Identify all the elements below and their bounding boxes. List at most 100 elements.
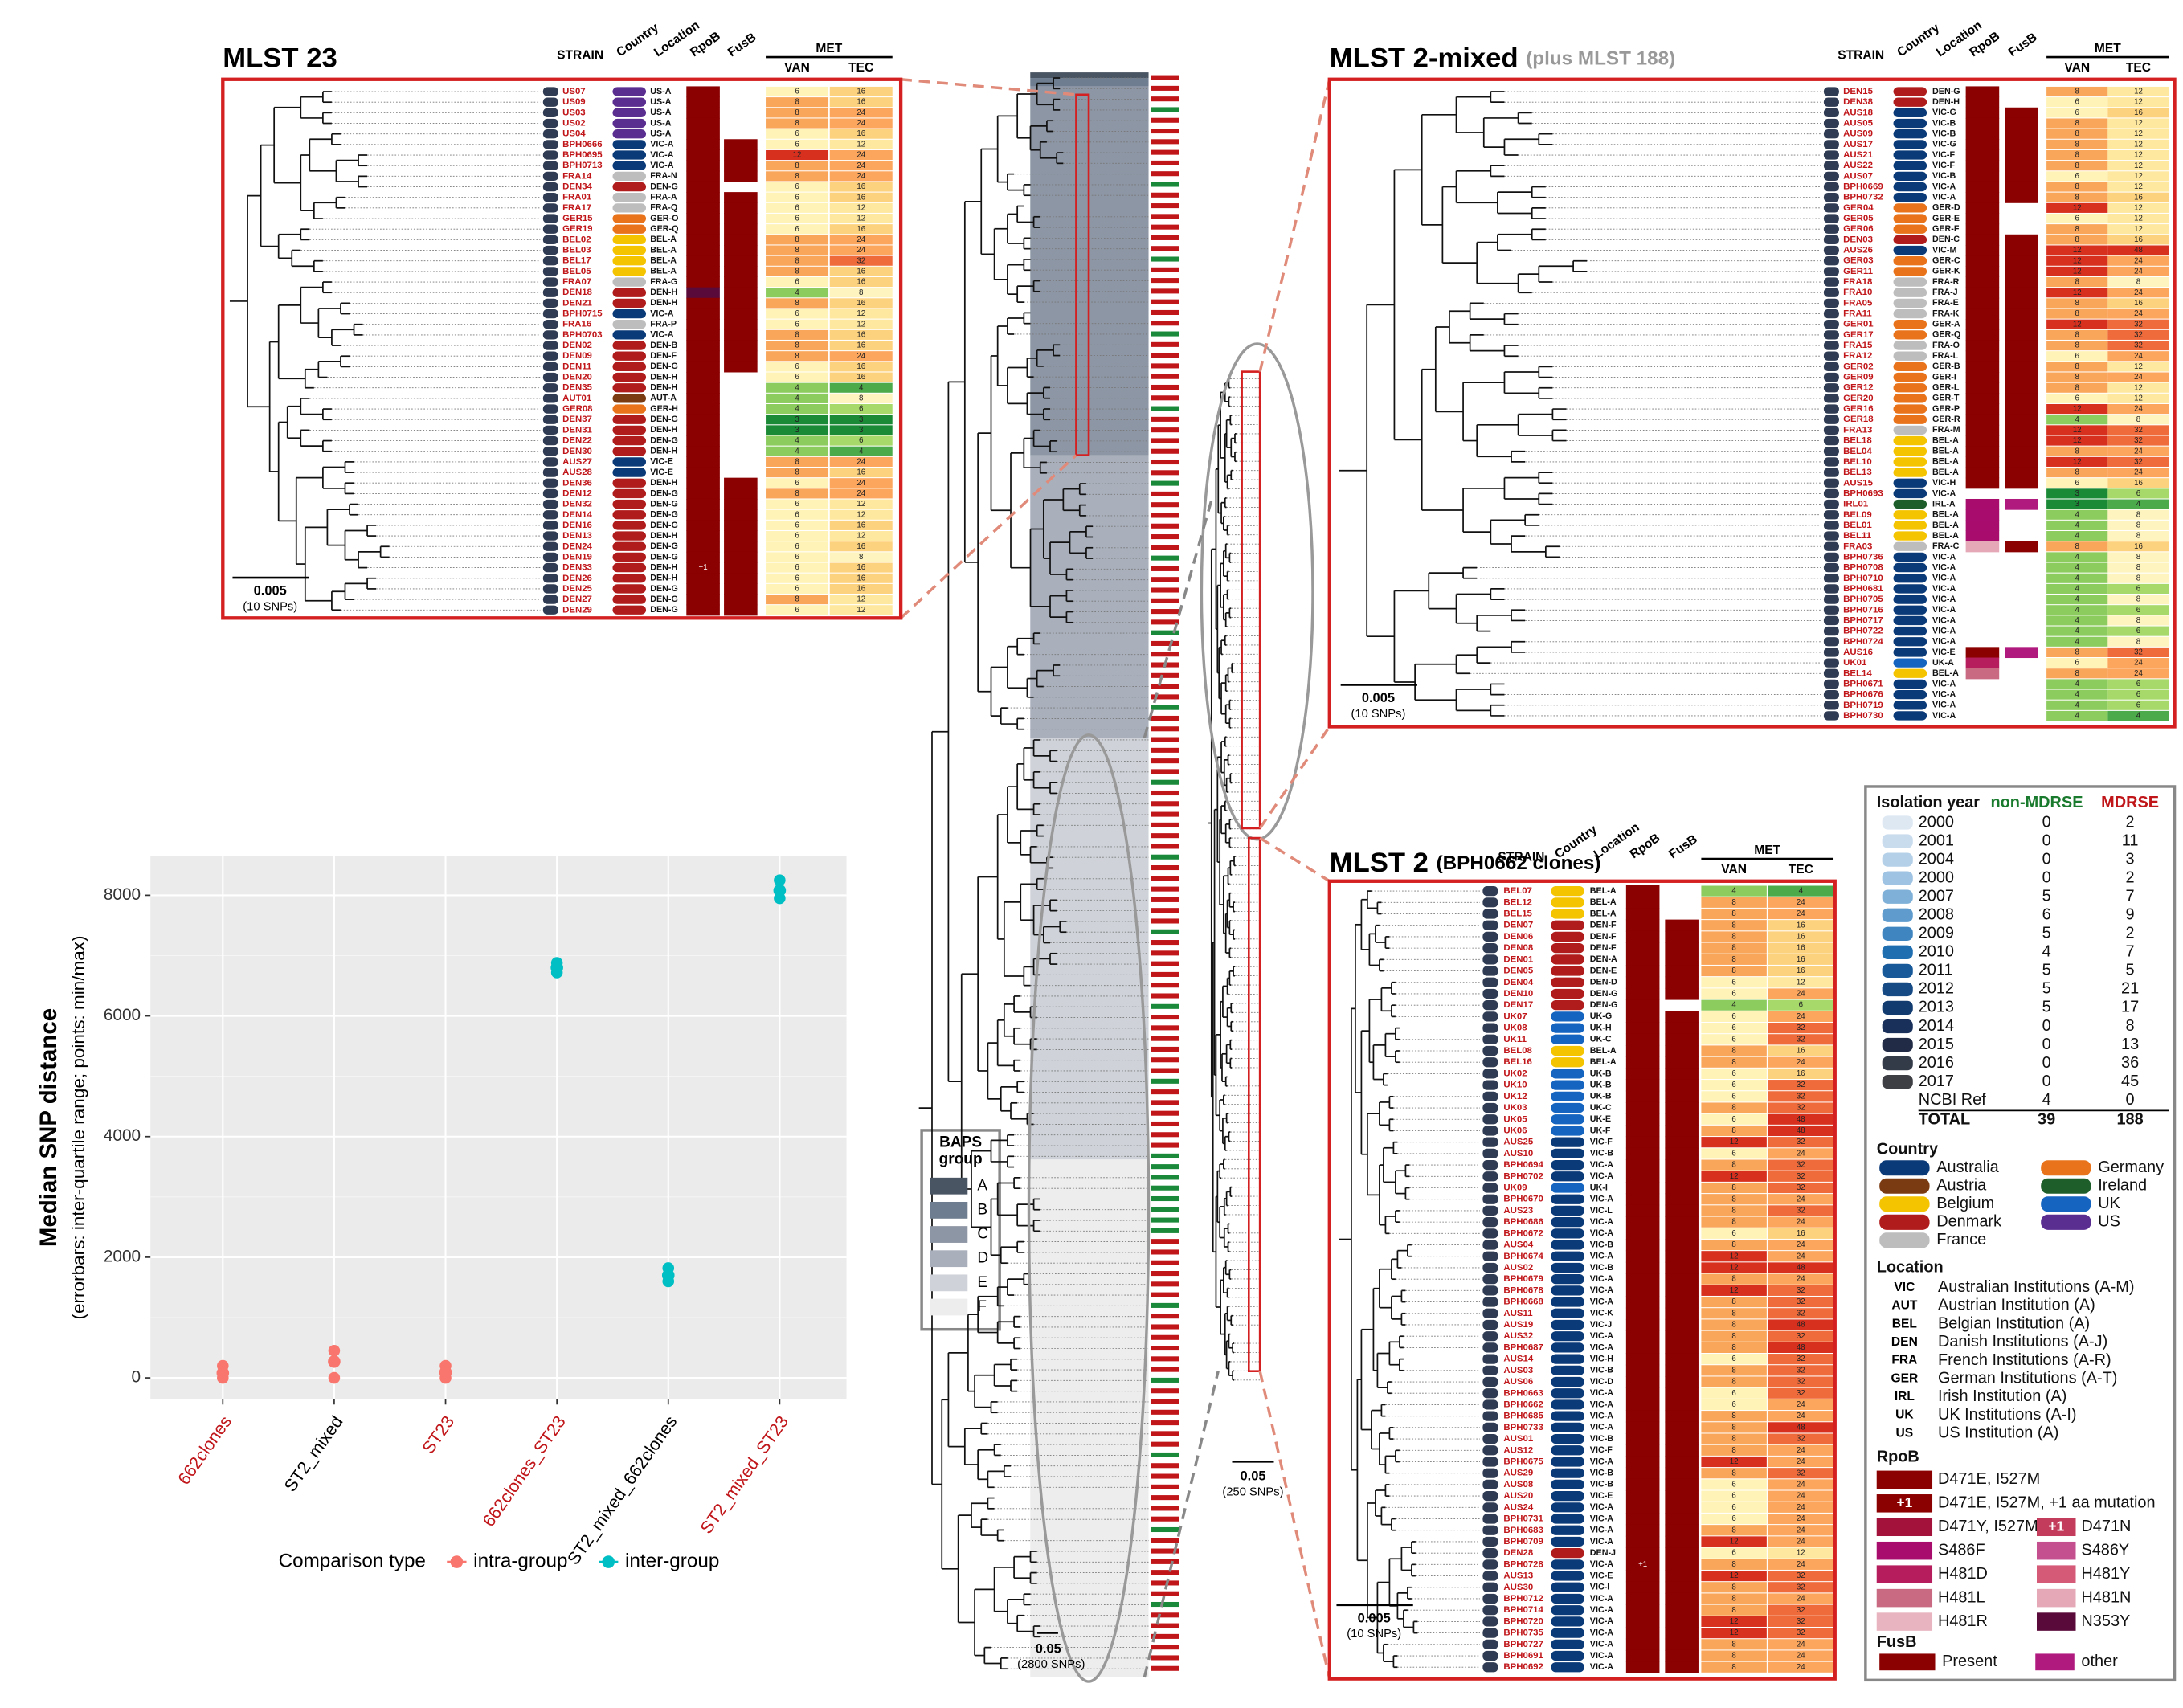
tec-value: 24	[856, 479, 865, 488]
fusb-cell	[1665, 1182, 1699, 1195]
van-cell	[1701, 965, 1767, 977]
country-marker	[1893, 140, 1927, 149]
col-header: FusB	[2006, 31, 2040, 59]
van-cell	[1701, 1387, 1767, 1399]
country-marker	[1551, 1285, 1584, 1296]
tip-label-stub	[1151, 1239, 1179, 1244]
y-tick-label: 4000	[104, 1126, 141, 1145]
strain-label: DEN07	[1503, 921, 1533, 930]
van-cell	[766, 298, 829, 309]
tip-label-stub	[1151, 427, 1179, 433]
strain-label: DEN36	[562, 478, 592, 488]
tec-cell	[829, 446, 893, 456]
van-value: 6	[1731, 1229, 1735, 1238]
fusb-cell	[724, 340, 758, 352]
country-marker	[612, 277, 647, 287]
tec-value: 32	[1797, 1435, 1805, 1444]
country-marker	[612, 351, 647, 361]
y-tick-label: 0	[132, 1368, 141, 1387]
fusb-cell	[1665, 1375, 1699, 1388]
tip-label-stub	[1151, 1057, 1179, 1063]
location-label: BEL-A	[1932, 468, 1959, 477]
tec-value: 24	[2134, 468, 2143, 477]
strain-label: DEN22	[562, 436, 592, 446]
country-marker	[1551, 885, 1584, 897]
country-marker	[1893, 510, 1927, 520]
van-value: 12	[1730, 1138, 1739, 1146]
strain-label: DEN12	[562, 488, 592, 498]
tec-cell	[2107, 224, 2169, 235]
country-label: Ireland	[2098, 1177, 2147, 1195]
col-header: TEC	[1789, 863, 1813, 876]
country-marker	[1551, 1137, 1584, 1147]
tec-cell	[829, 583, 893, 594]
tec-cell	[829, 605, 893, 615]
tec-cell	[2107, 171, 2169, 182]
year-marker	[1823, 541, 1839, 551]
rpob-cell	[1625, 942, 1660, 954]
tec-value: 12	[2134, 383, 2143, 392]
country-marker	[1893, 488, 1927, 499]
country-label: Belgium	[1936, 1195, 1994, 1212]
van-value: 8	[795, 256, 799, 265]
fusb-cell	[1665, 1318, 1699, 1331]
location-label: DEN-H	[650, 478, 677, 488]
tip-label-stub	[1151, 630, 1179, 635]
location-label: VIC-A	[1932, 626, 1956, 635]
van-cell	[2046, 446, 2108, 456]
tec-value: 8	[2136, 553, 2140, 562]
location-label: VIC-E	[1932, 648, 1956, 657]
strain-label: BPH0724	[1843, 637, 1883, 647]
year-marker	[1823, 362, 1839, 372]
location-label: VIC-A	[1932, 637, 1956, 647]
tec-value: 24	[1797, 1400, 1805, 1409]
year-marker	[1823, 171, 1839, 182]
strain-label: FRA13	[1843, 425, 1872, 435]
strain-label: BPH0710	[1843, 574, 1883, 583]
tec-value: 32	[1797, 1024, 1805, 1032]
strain-label: AUS04	[1503, 1240, 1533, 1250]
rpob-cell	[1625, 1387, 1660, 1399]
strain-label: BPH0693	[1843, 488, 1883, 498]
location-label: UK-B	[1590, 1069, 1612, 1078]
year-marker	[1482, 1308, 1498, 1318]
van-value: 8	[795, 246, 799, 255]
tec-cell	[1768, 1023, 1834, 1034]
rpob-cell	[1965, 520, 2000, 532]
tec-cell	[829, 488, 893, 499]
tec-value: 16	[856, 225, 865, 234]
location-label: VIC-A	[1590, 1342, 1613, 1352]
tip-label-stub	[1151, 1473, 1179, 1479]
tec-cell	[1768, 1182, 1834, 1194]
van-value: 4	[1731, 1001, 1736, 1010]
rpob-cell	[686, 477, 720, 489]
rpob-label: H481R	[1938, 1612, 1988, 1630]
location-label: VIC-B	[1590, 1434, 1613, 1444]
van-cell	[766, 595, 829, 605]
country-swatch	[1879, 1232, 1930, 1248]
van-value: 8	[2075, 140, 2079, 149]
year-marker	[542, 330, 558, 340]
year-marker	[542, 415, 558, 424]
year-marker	[1823, 584, 1839, 594]
fusb-cell	[2005, 192, 2038, 203]
tec-cell	[2107, 372, 2169, 382]
tec-value: 24	[856, 235, 865, 244]
tec-cell	[1768, 954, 1834, 965]
year-marker	[1482, 1342, 1498, 1353]
van-cell	[2046, 213, 2108, 224]
location-label: DEN-G	[650, 499, 678, 509]
strain-label: AUS28	[562, 468, 592, 477]
tec-cell	[2107, 552, 2169, 562]
year-count: 7	[2126, 943, 2135, 961]
scale-snps: (250 SNPs)	[1222, 1485, 1283, 1498]
rpob-cell	[1965, 266, 2000, 277]
tip-label-stub	[1151, 1025, 1179, 1031]
country-marker	[1893, 648, 1927, 657]
strain-label: DEN08	[1503, 943, 1533, 953]
year-marker	[1482, 1628, 1498, 1638]
van-value: 8	[1731, 1275, 1735, 1284]
year-marker	[1823, 468, 1839, 477]
year-label: 2007	[1919, 887, 1954, 905]
country-marker	[1551, 931, 1584, 942]
